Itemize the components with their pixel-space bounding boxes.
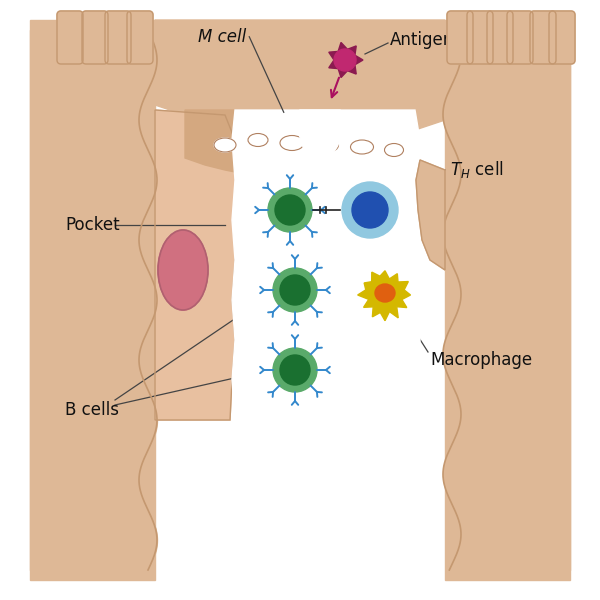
Circle shape	[273, 268, 317, 312]
Polygon shape	[232, 110, 425, 420]
FancyBboxPatch shape	[467, 11, 493, 64]
Ellipse shape	[214, 138, 236, 152]
FancyBboxPatch shape	[127, 11, 153, 64]
Text: M cell: M cell	[198, 28, 246, 46]
Ellipse shape	[317, 138, 338, 152]
Ellipse shape	[280, 136, 304, 151]
Circle shape	[275, 195, 305, 225]
Polygon shape	[185, 110, 415, 185]
FancyBboxPatch shape	[447, 11, 473, 64]
Text: B cells: B cells	[65, 401, 119, 419]
Polygon shape	[445, 20, 570, 580]
Text: Antigen: Antigen	[390, 31, 454, 49]
Polygon shape	[416, 160, 445, 270]
Ellipse shape	[350, 140, 373, 154]
FancyBboxPatch shape	[507, 11, 533, 64]
Text: Macrophage: Macrophage	[430, 351, 532, 369]
Polygon shape	[329, 43, 363, 77]
Circle shape	[280, 275, 310, 305]
Ellipse shape	[375, 284, 395, 302]
Circle shape	[342, 182, 398, 238]
Polygon shape	[155, 110, 240, 420]
FancyBboxPatch shape	[57, 11, 83, 64]
Circle shape	[352, 192, 388, 228]
FancyBboxPatch shape	[549, 11, 575, 64]
Polygon shape	[358, 271, 410, 321]
Circle shape	[280, 355, 310, 385]
Text: Pocket: Pocket	[65, 216, 119, 234]
Ellipse shape	[385, 143, 404, 157]
Circle shape	[268, 188, 312, 232]
Polygon shape	[155, 20, 445, 138]
Polygon shape	[298, 110, 342, 160]
Ellipse shape	[248, 133, 268, 146]
Text: $T_H$ cell: $T_H$ cell	[450, 160, 504, 181]
Ellipse shape	[158, 230, 208, 310]
FancyBboxPatch shape	[82, 11, 108, 64]
Circle shape	[273, 348, 317, 392]
Polygon shape	[30, 20, 155, 580]
Circle shape	[334, 49, 356, 71]
FancyBboxPatch shape	[487, 11, 513, 64]
FancyBboxPatch shape	[530, 11, 556, 64]
FancyBboxPatch shape	[105, 11, 131, 64]
